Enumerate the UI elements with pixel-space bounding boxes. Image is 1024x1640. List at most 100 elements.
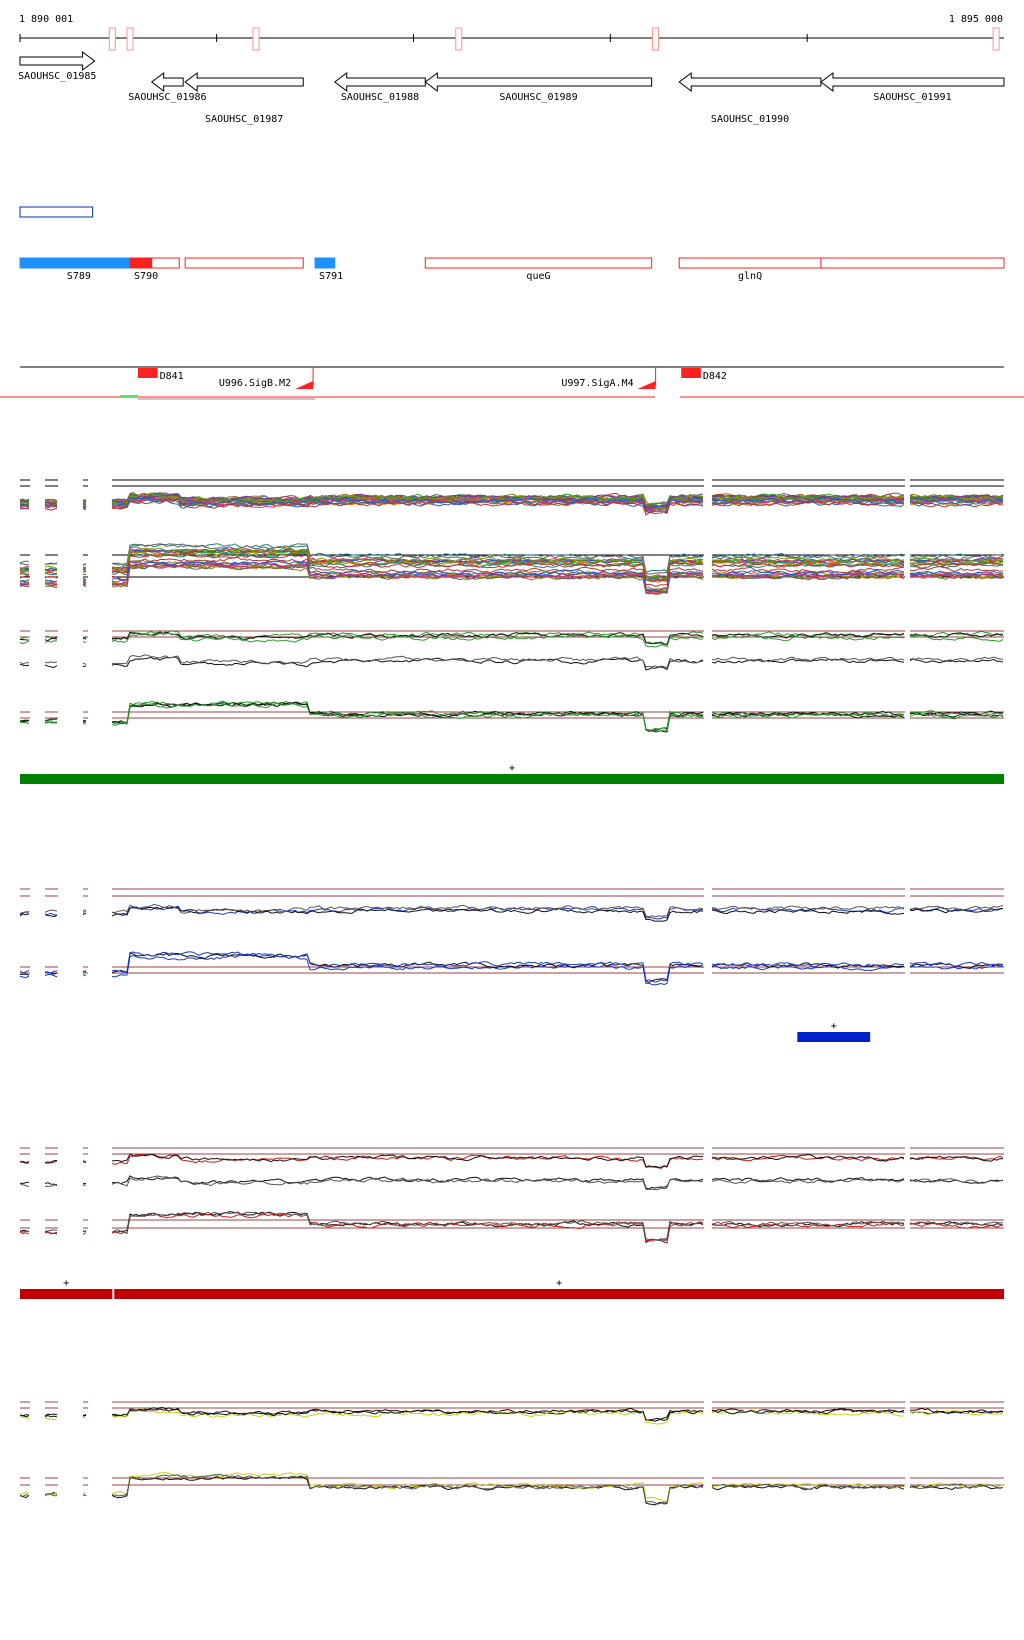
expression-trace: [82, 974, 87, 977]
expression-trace: [711, 1483, 904, 1491]
expression-trace: [711, 964, 905, 972]
expression-trace: [19, 719, 30, 722]
gene-label: SAOUHSC_01988: [341, 92, 419, 103]
expression-trace: [111, 654, 704, 669]
expression-trace: [111, 498, 704, 515]
expression-trace: [909, 907, 1004, 914]
expression-trace: [111, 1153, 704, 1169]
ruler-gap-marker: [252, 27, 260, 51]
expression-trace: [111, 952, 704, 983]
expression-trace: [82, 499, 87, 502]
expression-trace: [44, 1159, 58, 1164]
expression-trace: [44, 1413, 58, 1417]
ruler-start-label: 1 890 001: [19, 14, 73, 25]
expression-trace: [44, 1493, 58, 1497]
expression-trace: [19, 636, 30, 640]
expression-trace: [44, 576, 58, 579]
expression-trace: [711, 656, 905, 663]
gene-label: SAOUHSC_01989: [499, 92, 577, 103]
expression-trace: [111, 1410, 704, 1425]
expression-trace: [19, 910, 30, 914]
expression-trace: [909, 1484, 1004, 1491]
tu-promoter-flag: [295, 381, 314, 389]
expression-trace: [711, 560, 905, 567]
expression-trace: [82, 569, 87, 572]
transcription-unit-track: D841 U996.SigB.M2 U997.SigA.M4 D842: [0, 366, 1024, 400]
expression-trace: [711, 658, 905, 664]
expression-trace: [909, 565, 1004, 572]
coordinate-ruler: 1 890 001 1 895 000: [19, 14, 1004, 51]
segment-bar: [20, 774, 1004, 784]
expression-trace-tracks: [19, 479, 1004, 1506]
expression-trace: [909, 905, 1004, 911]
expression-trace: [909, 634, 1004, 642]
segment-bar: [20, 1289, 113, 1299]
expression-trace: [44, 661, 58, 664]
expression-trace: [82, 584, 87, 588]
feature-box: [424, 257, 653, 269]
expression-trace: [82, 909, 87, 912]
feature-label: glnQ: [738, 271, 762, 282]
expression-trace: [711, 496, 905, 505]
expression-trace: [111, 1473, 704, 1505]
expression-trace: [82, 665, 87, 668]
expression-trace: [711, 566, 905, 574]
expression-trace: [82, 911, 87, 913]
expression-trace: [111, 1211, 704, 1242]
expression-trace: [909, 1223, 1004, 1229]
expression-trace: [20, 563, 30, 566]
expression-trace: [909, 656, 1003, 663]
gene-arrow: [150, 72, 184, 92]
tu-label: U996.SigB.M2: [219, 378, 291, 389]
segment-sign: +: [831, 1021, 837, 1032]
expression-trace: [44, 664, 58, 669]
expression-trace: [909, 561, 1004, 567]
expression-trace: [909, 709, 1004, 716]
expression-trace: [711, 632, 905, 639]
gene-arrow: [19, 51, 96, 71]
expression-trace: [19, 1230, 30, 1233]
expression-trace: [44, 970, 58, 974]
expression-trace: [711, 905, 905, 911]
expression-trace: [82, 580, 87, 582]
expression-trace: [111, 1211, 704, 1244]
segmentation-bars: + + + +: [20, 763, 1004, 1299]
expression-trace: [111, 563, 704, 595]
tu-label: U997.SigA.M4: [561, 378, 633, 389]
expression-trace: [82, 579, 87, 581]
expression-trace: [82, 1232, 87, 1235]
expression-trace: [711, 1482, 905, 1489]
ruler-gap-marker: [992, 27, 1000, 51]
feature-track: S789 S790 S791 queG glnQ: [19, 206, 1005, 282]
expression-trace: [111, 1471, 704, 1502]
expression-trace: [44, 913, 58, 918]
tu-label: D842: [703, 371, 727, 382]
feature-box: [129, 257, 153, 269]
expression-trace: [909, 1178, 1004, 1184]
expression-trace: [44, 580, 58, 583]
segment-sign: +: [63, 1278, 69, 1289]
feature-box: [678, 257, 822, 269]
expression-trace: [909, 961, 1004, 967]
expression-trace: [44, 1417, 58, 1421]
segment-bar: [797, 1032, 871, 1042]
expression-trace: [19, 1181, 30, 1185]
expression-trace: [111, 656, 704, 671]
expression-trace: [19, 721, 30, 725]
expression-trace: [111, 701, 704, 733]
expression-trace: [111, 497, 704, 512]
expression-trace: [19, 566, 30, 570]
expression-trace: [111, 701, 704, 732]
expression-trace: [82, 567, 87, 570]
expression-trace: [44, 637, 58, 642]
expression-trace: [44, 565, 58, 570]
expression-trace: [711, 908, 905, 915]
expression-trace: [909, 563, 1004, 569]
expression-trace: [19, 1161, 30, 1164]
expression-trace: [19, 571, 30, 576]
expression-trace: [909, 964, 1004, 970]
expression-trace: [711, 497, 905, 504]
expression-trace: [45, 1183, 58, 1187]
expression-trace: [82, 1161, 87, 1163]
